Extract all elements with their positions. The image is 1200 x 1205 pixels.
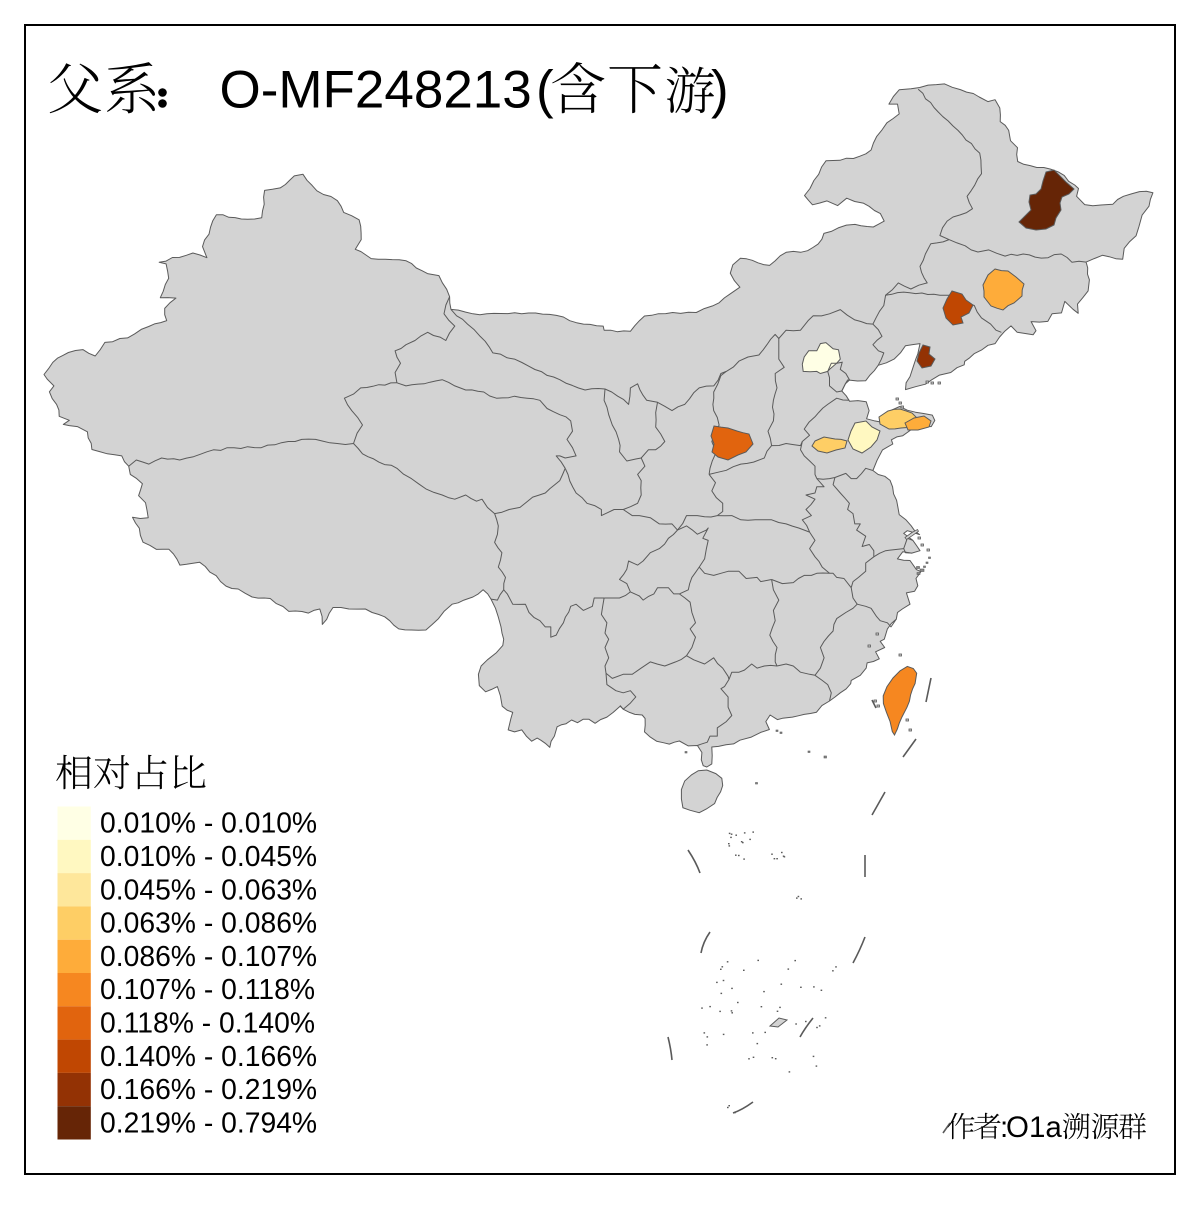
svg-text:0.063% - 0.086%: 0.063% - 0.086%: [100, 907, 317, 939]
svg-text:0.166% - 0.219%: 0.166% - 0.219%: [100, 1073, 317, 1105]
svg-text::: :: [1000, 1111, 1008, 1144]
svg-text:0.010% - 0.045%: 0.010% - 0.045%: [100, 840, 317, 872]
svg-text:0.219% - 0.794%: 0.219% - 0.794%: [100, 1106, 317, 1138]
svg-text:O-MF248213: O-MF248213: [220, 61, 532, 120]
svg-text:0.118% - 0.140%: 0.118% - 0.140%: [100, 1007, 315, 1039]
svg-text:): ): [711, 61, 729, 120]
svg-text:0.086% - 0.107%: 0.086% - 0.107%: [100, 940, 317, 972]
svg-text:0.107% - 0.118%: 0.107% - 0.118%: [100, 973, 315, 1005]
svg-text:O1a: O1a: [1006, 1111, 1062, 1144]
svg-text:0.010% - 0.010%: 0.010% - 0.010%: [100, 807, 317, 839]
svg-text:0.140% - 0.166%: 0.140% - 0.166%: [100, 1040, 317, 1072]
svg-text:0.045% - 0.063%: 0.045% - 0.063%: [100, 873, 317, 905]
svg-text:(: (: [536, 61, 554, 120]
